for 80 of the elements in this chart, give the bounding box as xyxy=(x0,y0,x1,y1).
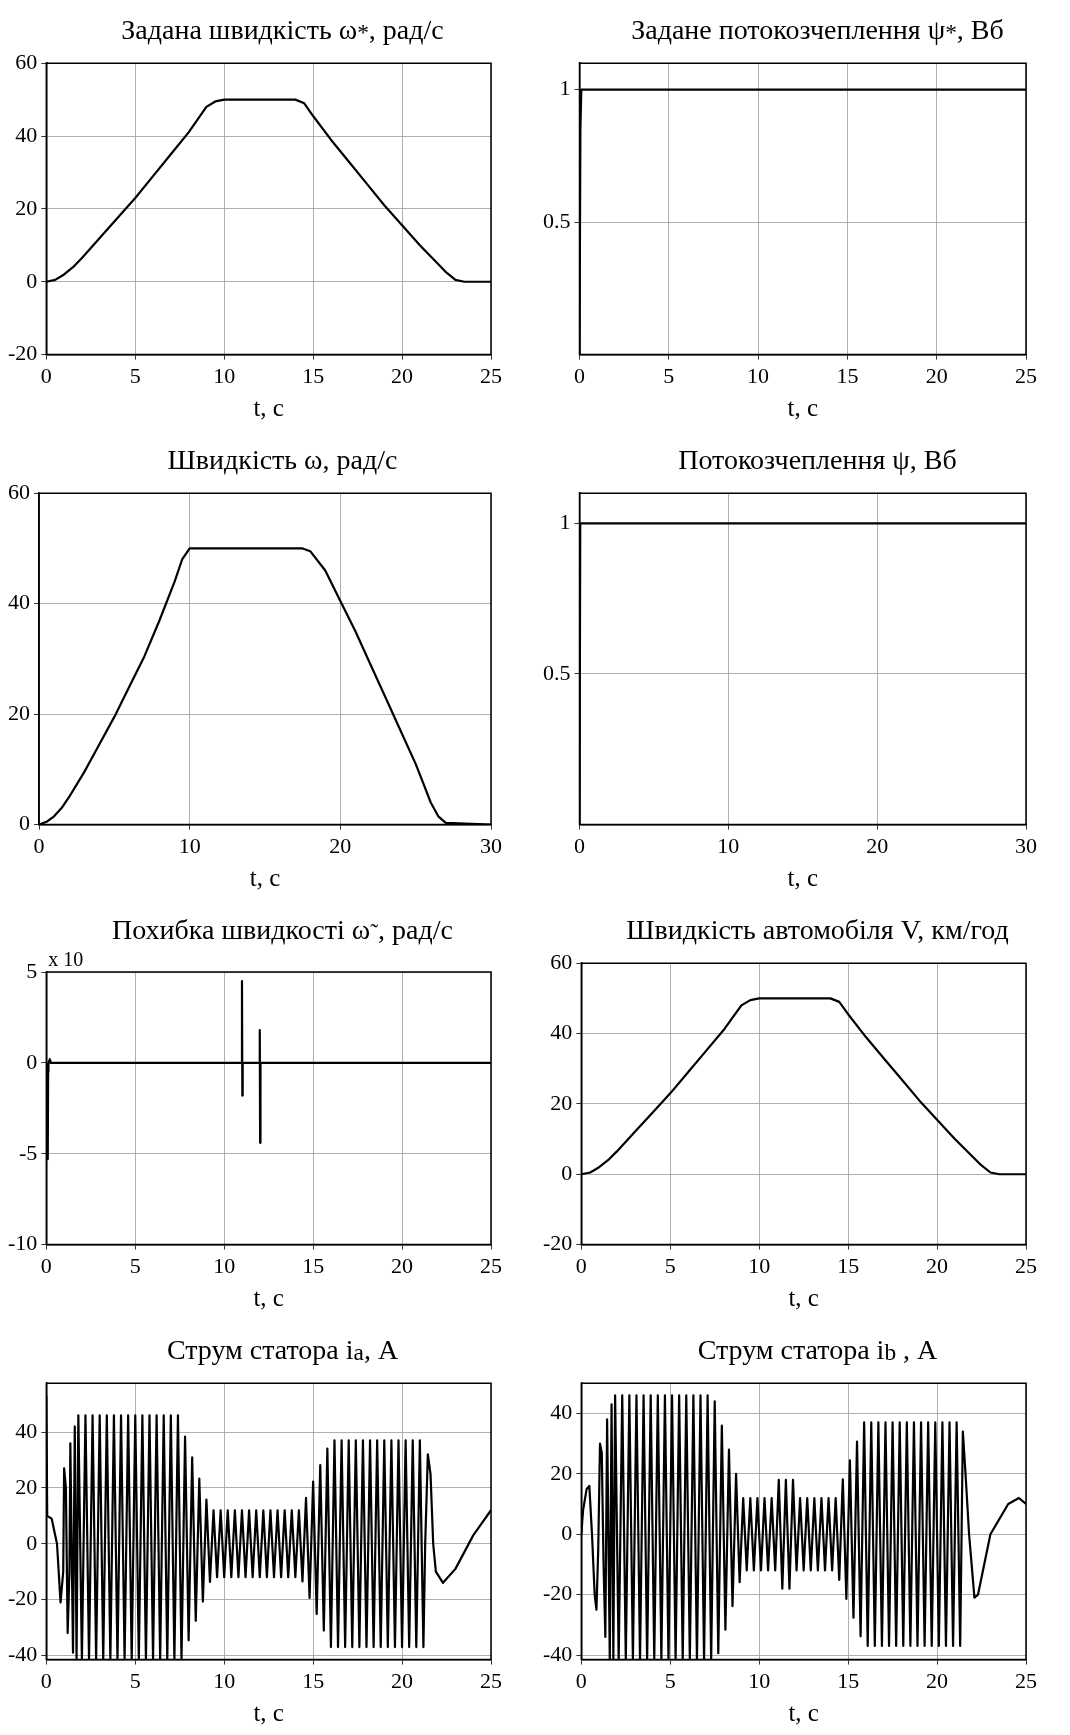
y-tick-label: -40 xyxy=(8,1641,38,1667)
x-axis-title: t, с xyxy=(788,1698,819,1726)
x-tick-label: 15 xyxy=(302,362,325,388)
text: x 10 xyxy=(48,948,84,971)
y-tick-label: 1 xyxy=(559,509,571,535)
chart-title: Швидкість автомобіля V, км/год xyxy=(625,913,1010,946)
x-tick-label: 20 xyxy=(391,1667,414,1693)
y-tick-label: -20 xyxy=(8,340,38,366)
y-tick-label: -20 xyxy=(543,1580,573,1606)
x-tick-label: 20 xyxy=(329,832,352,858)
y-tick-label: 0.5 xyxy=(543,207,571,233)
y-tick-label: 40 xyxy=(550,1399,573,1425)
y-tick-label: 0 xyxy=(19,810,30,836)
x-tick-label: 5 xyxy=(664,1667,676,1693)
y-tick-label: 20 xyxy=(8,699,30,725)
y-tick-label: 20 xyxy=(15,194,38,220)
x-tick-label: 5 xyxy=(129,1667,141,1693)
x-tick-label: 25 xyxy=(1015,1252,1037,1278)
x-tick-label: 20 xyxy=(926,1252,949,1278)
x-tick-label: 10 xyxy=(748,1667,771,1693)
x-tick-label: 25 xyxy=(480,1252,502,1278)
x-tick-label: 10 xyxy=(748,1252,771,1278)
y-tick-label: 20 xyxy=(15,1473,38,1499)
x-tick-label: 20 xyxy=(926,1667,949,1693)
chart-title: Потокозчеплення ψ, Вб xyxy=(677,443,958,476)
x-tick-label: 25 xyxy=(480,362,502,388)
x-tick-label: 30 xyxy=(480,832,502,858)
x-tick-label: 15 xyxy=(302,1252,325,1278)
y-tick-label: 1 xyxy=(559,75,571,101)
y-tick-label: 40 xyxy=(550,1019,573,1045)
y-tick-label: 0 xyxy=(561,1520,573,1546)
y-tick-label: -10 xyxy=(8,1230,38,1256)
x-tick-label: 15 xyxy=(837,1667,860,1693)
x-tick-label: 10 xyxy=(747,362,770,388)
x-axis-title: t, с xyxy=(787,393,819,421)
x-tick-label: 5 xyxy=(129,1252,141,1278)
x-tick-label: 20 xyxy=(391,362,414,388)
x-tick-label: 20 xyxy=(391,1252,414,1278)
y-tick-label: -5 xyxy=(19,1139,38,1165)
y-tick-label: 60 xyxy=(8,478,30,504)
y-tick-label: 0 xyxy=(561,1160,573,1186)
y-tick-label: 0 xyxy=(26,1048,38,1074)
x-tick-label: 5 xyxy=(664,1252,676,1278)
x-tick-label: 15 xyxy=(836,362,859,388)
x-tick-label: 20 xyxy=(925,362,948,388)
x-tick-label: 10 xyxy=(178,832,201,858)
x-tick-label: 15 xyxy=(837,1252,860,1278)
chart-title: Швидкість ω, рад/с xyxy=(166,443,399,476)
y-tick-label: 20 xyxy=(550,1089,573,1115)
y-tick-label: 20 xyxy=(550,1459,573,1485)
x-tick-label: 5 xyxy=(663,362,675,388)
x-axis-title: t, с xyxy=(253,1698,284,1726)
y-tick-label: 40 xyxy=(15,1417,38,1443)
y-tick-label: 0.5 xyxy=(543,659,571,685)
y-tick-label: 0 xyxy=(26,1529,38,1555)
x-tick-label: 25 xyxy=(480,1667,502,1693)
x-axis-title: t, с xyxy=(787,863,819,891)
y-tick-label: 0 xyxy=(26,267,38,293)
x-tick-label: 5 xyxy=(129,362,141,388)
x-tick-label: 25 xyxy=(1015,1667,1037,1693)
x-tick-label: 20 xyxy=(866,832,889,858)
x-tick-label: 15 xyxy=(302,1667,325,1693)
y-tick-label: 60 xyxy=(550,948,573,974)
x-tick-label: 30 xyxy=(1015,832,1037,858)
y-tick-label: -20 xyxy=(8,1585,38,1611)
x-axis-title: t, с xyxy=(788,1283,819,1311)
x-axis-title: t, с xyxy=(249,863,281,891)
x-tick-label: 25 xyxy=(1015,362,1037,388)
x-tick-label: 10 xyxy=(213,362,236,388)
y-tick-label: -40 xyxy=(543,1640,573,1666)
y-tick-label: 40 xyxy=(8,589,30,615)
x-tick-label: 10 xyxy=(213,1252,236,1278)
y-tick-label: 40 xyxy=(15,121,38,147)
x-tick-label: 10 xyxy=(717,832,740,858)
y-tick-label: 5 xyxy=(26,957,38,983)
x-axis-title: t, с xyxy=(253,393,284,421)
y-tick-label: 60 xyxy=(15,48,38,74)
x-axis-title: t, с xyxy=(253,1283,284,1311)
y-tick-label: -20 xyxy=(543,1230,573,1256)
x-tick-label: 10 xyxy=(213,1667,236,1693)
